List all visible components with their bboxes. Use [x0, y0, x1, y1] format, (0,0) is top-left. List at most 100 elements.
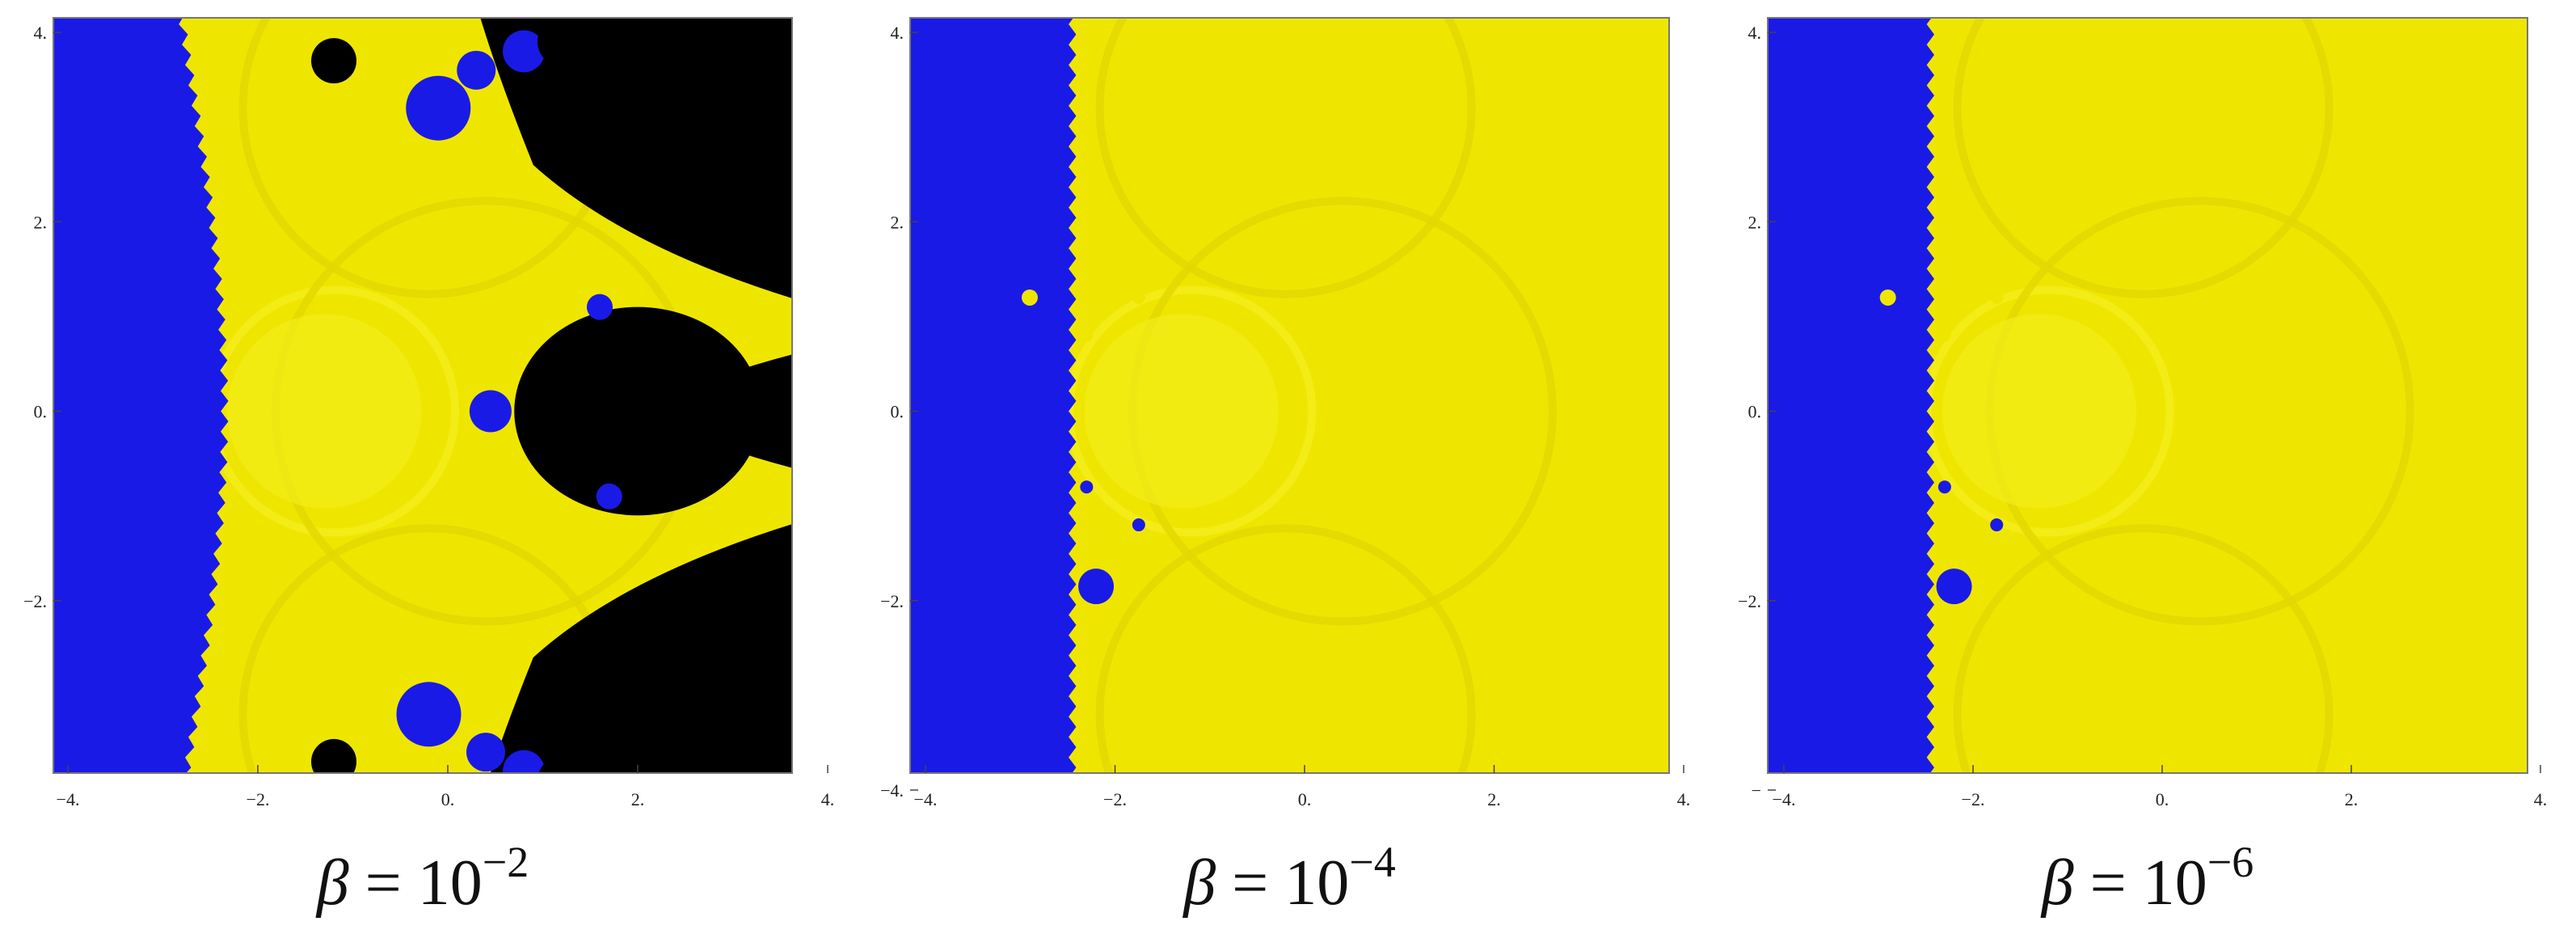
caption-equals: =: [365, 847, 418, 919]
y-tick-label: 4.: [1748, 23, 1762, 43]
boundary-bulb: [1990, 518, 2004, 532]
boundary-bulb: [217, 560, 241, 584]
plot-frame: [909, 17, 1670, 774]
blue-blob: [406, 75, 471, 141]
x-tick-label: 0.: [441, 789, 455, 809]
blue-region: [1768, 18, 1935, 773]
y-tick-label: 0.: [891, 402, 904, 422]
panel-caption: β = 10−2: [315, 838, 529, 919]
panel-caption: β = 10−6: [2040, 838, 2253, 919]
plot-area: [910, 18, 1669, 773]
y-tick-label: 2.: [34, 212, 48, 232]
boundary-bulb: [1132, 290, 1145, 304]
boundary-bulb: [1937, 328, 1951, 342]
black-region-top: [480, 18, 792, 298]
x-tick-label: 2.: [1487, 789, 1501, 809]
x-tick-label: −4.: [914, 789, 938, 809]
blue-blob: [587, 294, 613, 320]
blue-blob: [469, 390, 512, 433]
boundary-bulb: [1879, 289, 1896, 306]
black-blob: [538, 756, 585, 773]
black-blob: [311, 38, 356, 84]
blue-blob: [596, 483, 622, 509]
black-blob: [311, 738, 356, 773]
boundary-bulb: [242, 290, 255, 304]
x-tick-label: −4.: [57, 789, 80, 809]
boundary-bulb: [1078, 568, 1115, 605]
plot-area: [1768, 18, 2528, 773]
boundary-bulb: [1936, 568, 1972, 605]
x-tick-label: 0.: [2156, 789, 2169, 809]
caption-symbol: β: [1182, 847, 1232, 919]
panel-2: −4. −2. 0. 2. 4. 4. 2. 0. −2. −4. β = 10−4: [880, 17, 1691, 919]
blue-blob: [503, 30, 545, 73]
x-tick-label: 2.: [2345, 789, 2359, 809]
black-blob: [538, 18, 586, 66]
boundary-bulb: [1021, 517, 1038, 534]
shade-arc: [1065, 285, 1317, 537]
plot-frame: [53, 17, 793, 774]
blue-region: [53, 18, 229, 773]
y-tick-label: −2.: [880, 591, 904, 611]
caption-base: 10: [1284, 847, 1349, 919]
x-tick-label: 4.: [2534, 789, 2548, 809]
boundary-bulb: [217, 239, 241, 262]
shade-disc: [1941, 314, 2136, 509]
plot-frame: [1767, 17, 2528, 774]
boundary-bulb: [242, 518, 255, 532]
shade-arc: [1953, 18, 2334, 298]
y-tick-label: 2.: [1748, 212, 1762, 232]
panel-1: −4. −2. 0. 2. 4. 4. 2. 0. −2. β = 10−2: [23, 17, 835, 919]
caption-symbol: β: [2040, 847, 2090, 919]
panel-caption: β = 10−4: [1182, 838, 1395, 919]
boundary-bulb: [1021, 289, 1038, 306]
shade-arc: [1095, 18, 1476, 298]
shade-arc: [1923, 285, 2174, 537]
y-tick-label: −2.: [23, 591, 47, 611]
blue-blob: [457, 50, 496, 90]
plot-area: [53, 18, 792, 773]
x-tick-label: −4.: [1773, 789, 1796, 809]
caption-symbol: β: [315, 847, 365, 919]
x-tick-label: 2.: [631, 789, 645, 809]
boundary-bulb: [1080, 480, 1094, 494]
y-tick-label: −2.: [1738, 591, 1761, 611]
caption-base: 10: [418, 847, 483, 919]
boundary-bulb: [1990, 290, 2004, 304]
black-region-bottom: [490, 524, 792, 773]
caption-exponent: −2: [483, 838, 529, 886]
boundary-bulb: [1080, 328, 1094, 342]
blue-blob: [503, 750, 545, 773]
x-tick-label: 0.: [1298, 789, 1312, 809]
x-tick-label: 4.: [821, 789, 835, 809]
x-tick-label: 4.: [1677, 789, 1691, 809]
y-tick-label: −: [1752, 780, 1761, 801]
caption-exponent: −4: [1349, 838, 1395, 886]
y-tick-label: 2.: [891, 212, 904, 232]
shade-arc: [1953, 524, 2334, 773]
panel-3: −4. −2. 0. 2. 4. 4. 2. 0. −2. − β = 10−6: [1738, 17, 2548, 919]
caption-equals: =: [2090, 847, 2143, 919]
boundary-bulb: [1937, 480, 1951, 494]
shade-arc: [1095, 524, 1476, 773]
x-tick-label: −2.: [1103, 789, 1127, 809]
boundary-bulb: [1132, 518, 1145, 532]
black-bulb: [514, 306, 761, 516]
caption-equals: =: [1232, 847, 1284, 919]
boundary-bulb: [1879, 517, 1896, 534]
y-tick-label: 0.: [1748, 402, 1762, 422]
blue-region: [910, 18, 1077, 773]
y-tick-label: 0.: [34, 402, 48, 422]
blue-blob: [396, 682, 462, 747]
caption-base: 10: [2143, 847, 2207, 919]
x-tick-label: −2.: [247, 789, 270, 809]
caption-exponent: −6: [2207, 838, 2253, 886]
blue-blob: [466, 733, 505, 772]
boundary-bulb: [1078, 218, 1115, 254]
y-tick-label: 4.: [891, 23, 904, 43]
y-tick-label: −4.: [880, 780, 904, 801]
y-tick-label: 4.: [34, 23, 48, 43]
shade-disc: [1084, 314, 1279, 509]
shade-disc: [227, 314, 422, 509]
